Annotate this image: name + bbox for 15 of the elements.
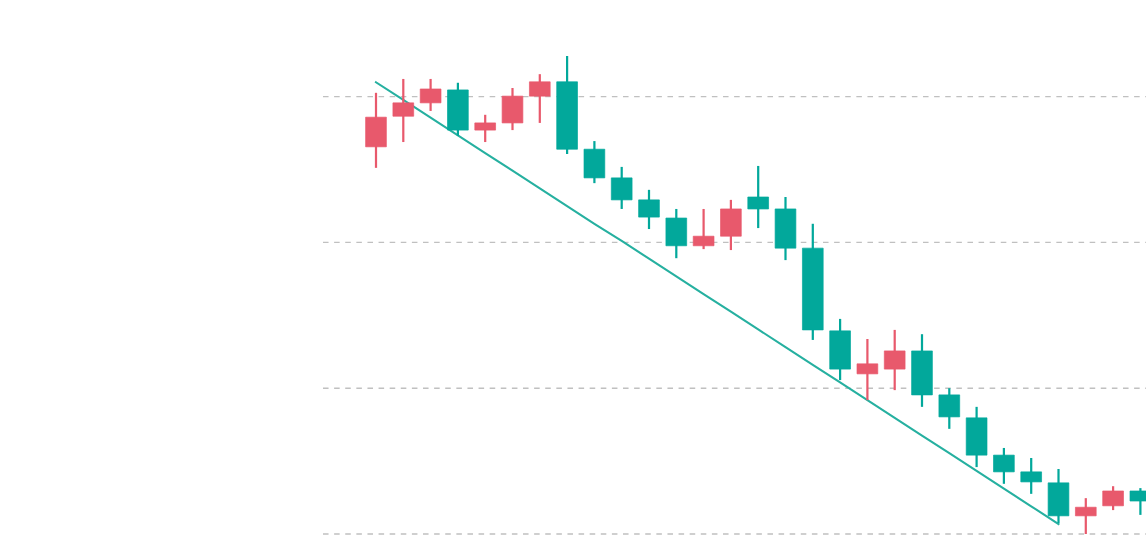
candlestick xyxy=(938,387,961,430)
candlestick xyxy=(392,77,415,144)
candlestick xyxy=(883,328,906,392)
candlestick xyxy=(993,446,1015,485)
candlestick xyxy=(638,188,660,231)
candlestick xyxy=(529,73,551,125)
candlestick xyxy=(1075,497,1097,536)
candlestick xyxy=(1102,485,1124,512)
candlestick xyxy=(1020,456,1042,495)
candlestick xyxy=(419,77,442,113)
candlestick xyxy=(747,164,769,230)
candlestick xyxy=(474,113,496,144)
candlestick xyxy=(692,207,715,251)
candlestick xyxy=(610,165,633,211)
candlestick xyxy=(856,337,879,402)
